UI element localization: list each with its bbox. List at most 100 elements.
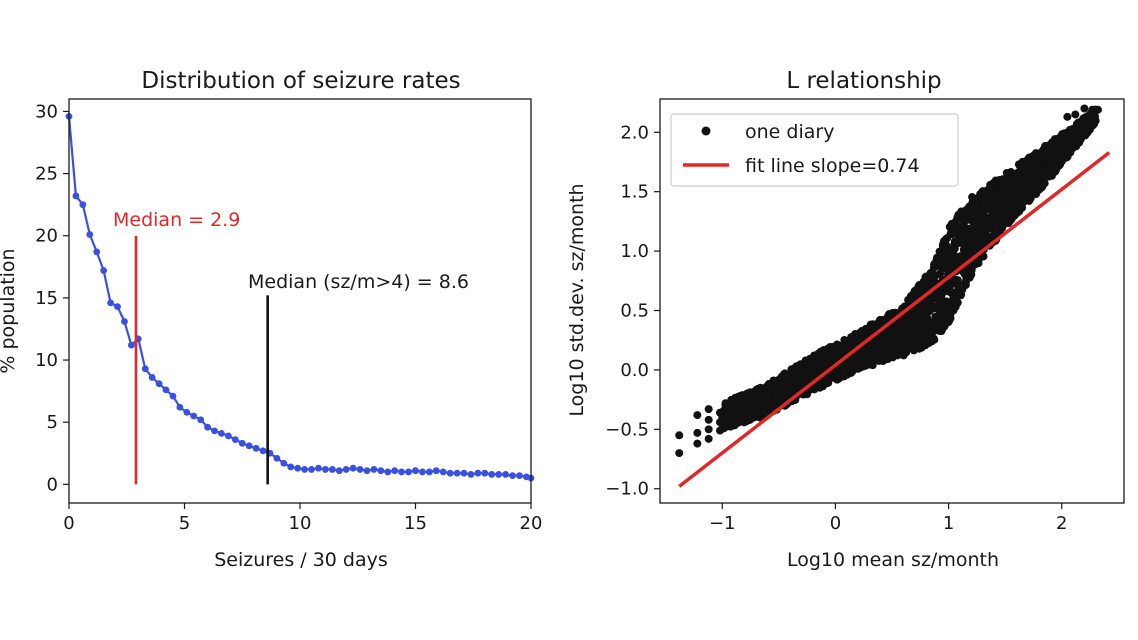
y-tick-label: 15: [35, 288, 58, 309]
diary-point: [870, 348, 879, 357]
x-tick-label: −1: [709, 513, 736, 534]
left-chart-title: Distribution of seizure rates: [141, 68, 460, 94]
series-point: [273, 454, 281, 462]
series-point: [342, 466, 350, 473]
diary-point: [978, 232, 987, 241]
diary-point: [913, 322, 922, 331]
diary-point: [865, 358, 874, 367]
diary-point: [963, 215, 972, 224]
series-point: [446, 469, 454, 477]
series-point: [419, 468, 426, 476]
series-point: [121, 318, 128, 325]
left-plot-area: 0 5 10 15 20 0 5 10 15 20 25 30: [35, 98, 542, 534]
diary-point: [863, 342, 872, 351]
legend: one diary fit line slope=0.74: [670, 113, 959, 187]
diary-point: [715, 408, 724, 417]
diary-point: [895, 332, 904, 341]
legend-label-one-diary: one diary: [745, 121, 834, 143]
left-y-axis-label: % population: [0, 248, 19, 373]
series-point: [197, 416, 205, 424]
diary-point: [1071, 110, 1080, 119]
series-point: [148, 374, 156, 381]
series-point: [211, 427, 218, 435]
diary-point: [721, 399, 730, 408]
diary-point: [1039, 146, 1048, 155]
diary-point: [836, 342, 845, 351]
diary-point: [1086, 110, 1095, 119]
right-chart: L relationship −1 0 1 2 −1.0 −0.5 0.0 0.5 1.0 1.5…: [566, 68, 1125, 571]
diary-point: [977, 206, 986, 215]
series-point: [516, 472, 523, 480]
diary-point: [825, 357, 834, 366]
diary-point: [715, 426, 724, 435]
diary-point: [874, 356, 883, 365]
series-point: [190, 412, 198, 420]
diary-point: [693, 439, 702, 448]
diary-point: [771, 382, 780, 391]
diary-point: [1067, 129, 1076, 138]
diary-point: [985, 197, 994, 206]
diary-point: [1063, 112, 1072, 121]
y-tick-label: 2.0: [620, 122, 649, 143]
right-chart-title: L relationship: [786, 68, 941, 94]
series-point: [176, 403, 184, 411]
series-point: [72, 192, 80, 200]
diary-point: [950, 303, 959, 312]
x-tick-label: 5: [179, 513, 190, 534]
x-tick-label: 15: [404, 513, 427, 534]
diary-point: [1002, 169, 1011, 178]
diary-point: [925, 307, 934, 316]
series-point: [114, 303, 121, 310]
diary-point: [985, 220, 994, 229]
diary-point: [704, 415, 713, 424]
y-tick-label: 1.5: [620, 182, 649, 203]
diary-point: [1093, 105, 1102, 114]
diary-point: [810, 351, 819, 360]
series-point: [377, 467, 385, 475]
median-annotation: Median = 2.9: [113, 209, 240, 231]
diary-point: [772, 391, 781, 400]
diary-point: [918, 335, 927, 344]
diary-point: [815, 383, 824, 392]
series-point: [322, 466, 329, 473]
series-point: [398, 468, 406, 476]
diary-point: [999, 181, 1008, 190]
series-point: [224, 432, 232, 440]
diary-point: [1022, 188, 1031, 197]
diary-point: [1054, 141, 1063, 150]
series-point: [155, 380, 163, 388]
diary-point: [916, 287, 925, 296]
series-point: [405, 468, 412, 476]
y-tick-label: 10: [35, 350, 58, 371]
diary-point: [1040, 161, 1049, 170]
diary-point: [965, 273, 974, 282]
diary-point: [858, 327, 867, 336]
diary-point: [764, 390, 773, 399]
series-point: [474, 469, 482, 477]
legend-marker-dot: [701, 126, 711, 136]
diary-point: [1013, 181, 1022, 190]
series-point: [280, 459, 288, 467]
diary-point: [761, 402, 770, 411]
series-point: [183, 408, 191, 416]
diary-point: [998, 187, 1007, 196]
diary-point: [1005, 175, 1014, 184]
diary-point: [813, 360, 822, 369]
diary-point: [1052, 150, 1061, 159]
diary-point: [1016, 161, 1025, 170]
series-point: [86, 231, 94, 238]
diary-point: [751, 395, 760, 404]
diary-point: [927, 334, 936, 343]
series-point: [315, 464, 322, 472]
series-point: [502, 471, 509, 478]
diary-point: [906, 342, 915, 351]
diary-point: [960, 244, 969, 253]
legend-label-fit-line: fit line slope=0.74: [745, 155, 920, 177]
diary-point: [1025, 196, 1034, 205]
series-point: [335, 467, 343, 475]
diary-point: [1076, 134, 1085, 143]
x-tick-label: 1: [943, 513, 954, 534]
diary-point: [915, 281, 924, 290]
diary-point: [905, 295, 914, 304]
y-tick-label: 1.0: [620, 241, 649, 262]
